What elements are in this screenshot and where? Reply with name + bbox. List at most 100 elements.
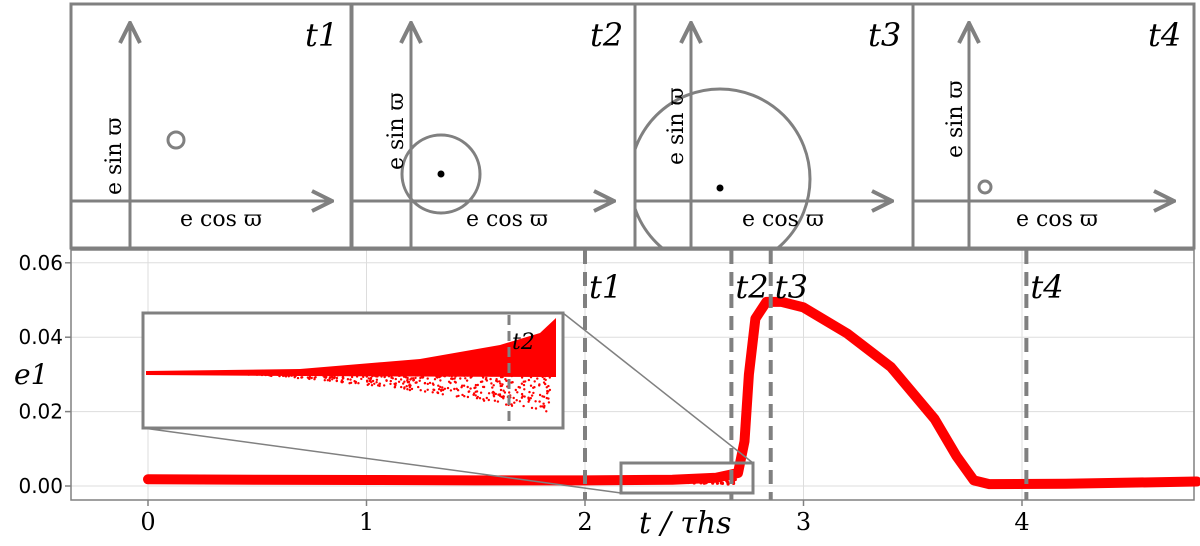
inset-upper-band	[146, 318, 556, 377]
inset-data-point	[325, 375, 328, 379]
x-tick-label: 2	[577, 508, 592, 536]
inset-data-point	[407, 380, 411, 384]
inset-data-point	[491, 386, 494, 389]
inset-data-point	[365, 375, 368, 378]
inset-data-point	[263, 371, 267, 375]
inset-data-point	[512, 396, 515, 400]
inset-data-point	[406, 378, 409, 381]
inset-data-point	[473, 386, 476, 390]
inset-data-point	[402, 375, 406, 378]
inset-data-point	[453, 377, 456, 380]
inset-data-point	[513, 401, 516, 404]
phase-panels: t1 e cos ϖ e sin ϖ t2 e cos ϖ e sin ϖ t3…	[69, 2, 1196, 250]
inset-data-point	[538, 393, 542, 397]
inset-data-point	[397, 374, 400, 377]
data-point	[696, 479, 701, 483]
inset-data-point	[439, 374, 442, 377]
time-label: t1	[305, 16, 338, 54]
inset-data-point	[522, 404, 525, 408]
inset-data-point	[330, 375, 334, 378]
data-point	[726, 482, 730, 486]
inset-event-label: t2	[512, 330, 535, 355]
orbit-circle	[166, 130, 186, 150]
inset-data-point	[482, 385, 486, 389]
inset-data-point	[501, 375, 504, 379]
inset-data-point	[499, 382, 502, 385]
inset-data-point	[512, 372, 516, 376]
inset-data-point	[541, 375, 544, 379]
y-axis-label: e sin ϖ	[384, 92, 409, 170]
inset-data-point	[287, 375, 290, 378]
inset-data-point	[515, 399, 518, 402]
panel-frame	[911, 2, 1196, 250]
plot-frame	[70, 249, 1195, 501]
inset-data-point	[380, 375, 383, 378]
inset-data-point	[489, 377, 492, 381]
inset-data-point	[431, 382, 435, 385]
inset-data-point	[529, 384, 533, 387]
inset-data-point	[328, 379, 331, 382]
inset-data-point	[546, 392, 549, 395]
inset-data-point	[296, 376, 300, 380]
inset-data-point	[499, 388, 503, 392]
inset-data-point	[370, 384, 374, 387]
inset-data-point	[508, 391, 511, 394]
inset-data-point	[418, 379, 421, 382]
inset-data-point	[441, 386, 444, 389]
inset-data-point	[437, 384, 440, 387]
inset-data-point	[389, 373, 393, 377]
inset-data-point	[495, 378, 498, 381]
inset-data-point	[538, 384, 541, 387]
inset-data-point	[415, 374, 419, 377]
inset-data-point	[431, 391, 434, 394]
inset-data-point	[443, 387, 447, 390]
inset-data-point	[423, 381, 427, 385]
inset-data-point	[545, 410, 548, 413]
inset-data-point	[463, 374, 466, 377]
inset-data-point	[477, 374, 480, 377]
inset-data-point	[476, 383, 479, 387]
y-tick-label: 0.04	[18, 325, 63, 349]
time-label: t3	[868, 16, 901, 54]
inset-data-point	[522, 383, 526, 387]
inset-data-point	[454, 381, 457, 384]
inset-data-point	[376, 375, 379, 378]
y-axis-label: e sin ϖ	[664, 87, 689, 165]
inset-data-point	[459, 377, 462, 380]
inset-data-point	[385, 379, 388, 382]
inset-data-point	[242, 372, 245, 375]
inset-data-point	[499, 384, 502, 388]
inset-data-point	[547, 372, 551, 375]
inset-data-point	[485, 376, 488, 380]
inset-data-point	[267, 372, 270, 376]
inset-data-point	[529, 397, 532, 400]
inset-data-point	[383, 384, 386, 387]
inset-data-point	[412, 373, 416, 376]
inset-data-point	[492, 395, 496, 398]
inset-data-point	[343, 372, 346, 375]
inset-data-point	[463, 371, 466, 375]
inset-data-point	[305, 372, 308, 376]
data-point	[692, 481, 696, 485]
inset-data-point	[466, 395, 470, 399]
inset-data-point	[456, 389, 460, 392]
inset-data-point	[420, 375, 424, 378]
inset-data-point	[366, 380, 369, 383]
inset-data-point	[399, 378, 403, 381]
inset-data-point	[350, 375, 354, 379]
inset-data-point	[475, 390, 479, 393]
data-point	[711, 481, 715, 485]
inset-data-point	[498, 380, 501, 383]
inset-data-point	[336, 372, 339, 375]
phase-panel-t3: t3 e cos ϖ e sin ϖ	[633, 2, 915, 250]
event-label-t3: t3	[775, 268, 808, 306]
time-label: t4	[1148, 16, 1181, 54]
inset-data-point	[375, 381, 378, 384]
inset-data-point	[478, 397, 482, 400]
inset-data-point	[367, 372, 370, 375]
inset-data-point	[251, 371, 254, 375]
x-axis-label: t / τhs	[639, 506, 732, 541]
inset-data-point	[289, 374, 293, 377]
inset-data-point	[419, 389, 422, 392]
inset-data-point	[504, 378, 507, 381]
